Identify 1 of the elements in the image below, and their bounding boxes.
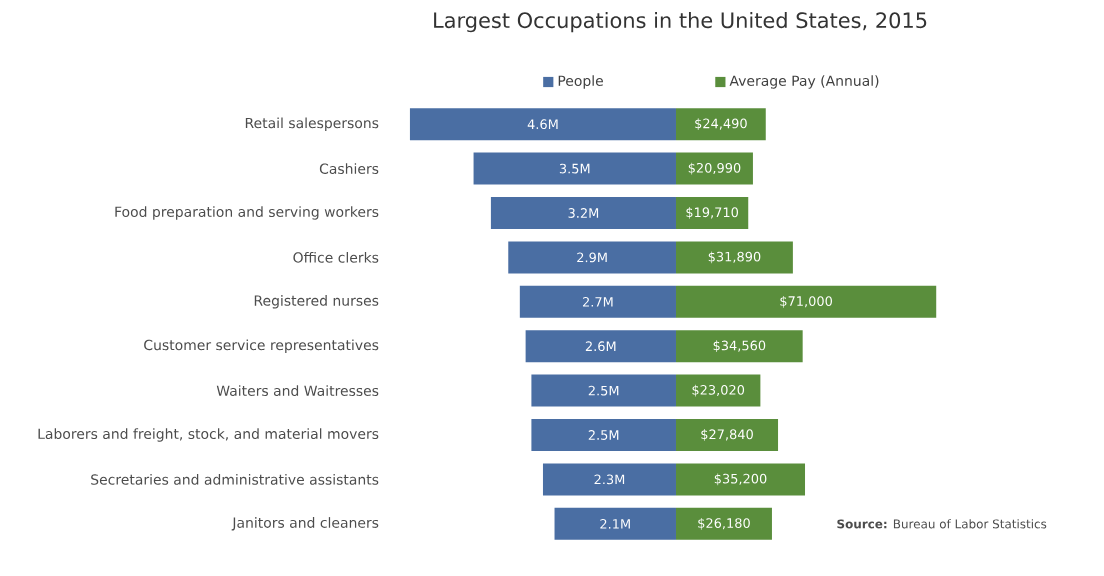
- chart-title: Largest Occupations in the United States, 2015: [434, 11, 927, 33]
